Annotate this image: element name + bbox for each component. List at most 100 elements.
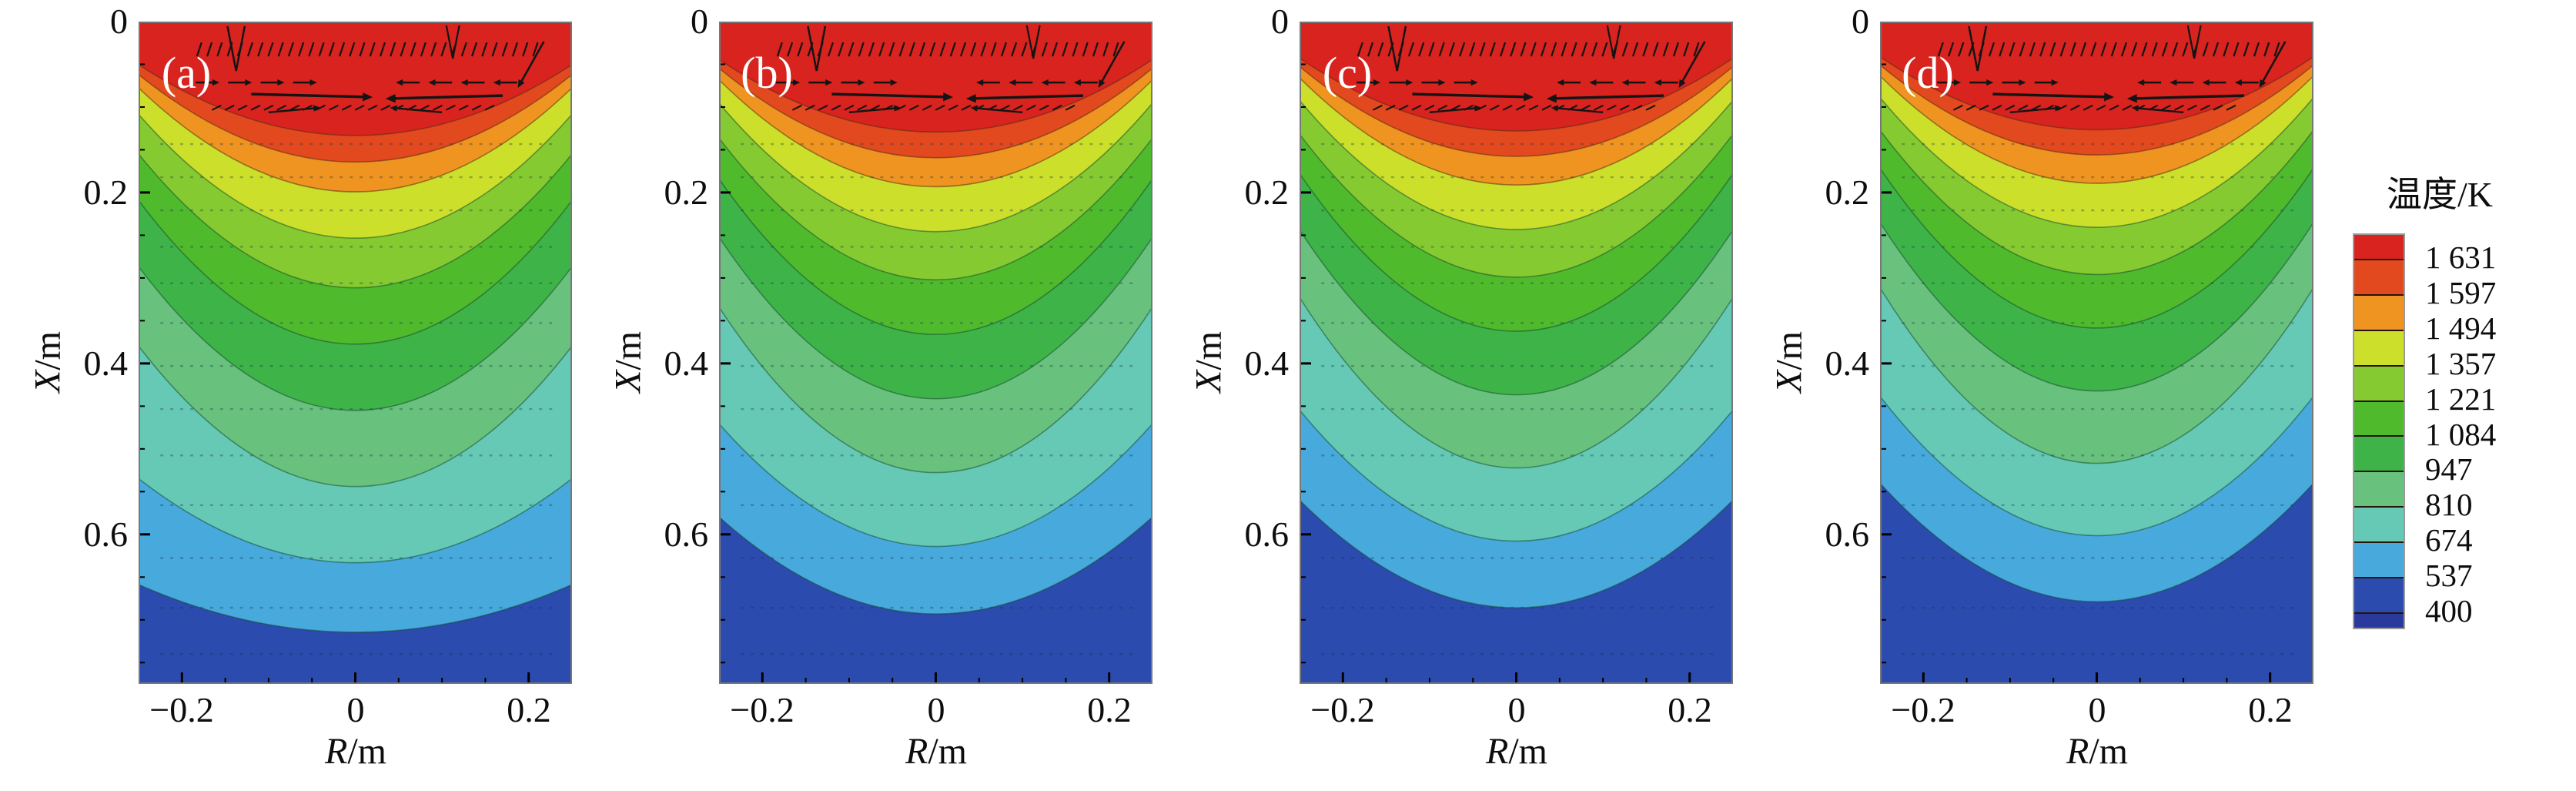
legend-value: 1 597 xyxy=(2425,274,2497,310)
velocity-tick xyxy=(2202,42,2209,57)
velocity-tick xyxy=(1367,42,1374,57)
x-tick-label: 0 xyxy=(346,690,365,729)
velocity-tick xyxy=(929,42,936,57)
x-tick-label: 0 xyxy=(1507,690,1526,729)
velocity-arrowhead xyxy=(2137,79,2145,86)
velocity-tick xyxy=(2141,42,2148,57)
velocity-dash xyxy=(263,104,274,111)
velocity-tick xyxy=(868,42,875,57)
velocity-arrow xyxy=(974,107,1023,113)
velocity-arrowhead xyxy=(2055,105,2062,112)
velocity-dash xyxy=(341,104,352,111)
velocity-dash xyxy=(1528,104,1539,111)
velocity-arrowhead xyxy=(1474,105,1482,112)
contour-plot: (b) xyxy=(719,22,1153,684)
velocity-arrow xyxy=(1412,92,1529,99)
contour-line xyxy=(1880,167,2313,329)
velocity-arrow xyxy=(393,107,443,113)
velocity-tick xyxy=(848,42,855,57)
x-axis-label: R/m xyxy=(905,731,967,772)
x-axis-variable: R xyxy=(905,731,928,772)
velocity-tick xyxy=(2080,42,2087,57)
velocity-dash xyxy=(1606,104,1617,111)
velocity-dash xyxy=(870,104,881,111)
velocity-tick xyxy=(2110,42,2117,57)
x-axis-label: R/m xyxy=(325,731,386,772)
colorbar-block xyxy=(2354,541,2404,578)
velocity-tick xyxy=(2019,42,2026,57)
contour-line xyxy=(1880,482,2313,603)
velocity-dash xyxy=(2096,104,2106,111)
x-tick-label: 0.2 xyxy=(2248,690,2293,729)
velocity-tick xyxy=(277,42,284,57)
velocity-dash xyxy=(1424,104,1435,111)
velocity-tick xyxy=(797,42,804,57)
velocity-arrowhead xyxy=(2170,79,2177,86)
contour-line xyxy=(1300,173,1733,332)
velocity-arrowhead xyxy=(277,79,285,86)
velocity-tick xyxy=(287,42,294,57)
panel-label: (d) xyxy=(1902,48,1954,98)
velocity-dash xyxy=(961,104,972,111)
velocity-tick xyxy=(339,42,346,57)
velocity-tick xyxy=(1438,42,1445,57)
panel-label: (a) xyxy=(162,48,211,98)
contour-line xyxy=(1880,129,2313,276)
velocity-arrowhead xyxy=(1406,79,1413,86)
contour-panel: (a) X/m 0 0.2 0.4 0.6 −0.2 0 0.2 R/m xyxy=(0,0,580,791)
velocity-tick xyxy=(1479,42,1486,57)
velocity-arrowhead xyxy=(943,92,954,102)
velocity-arrowhead xyxy=(1557,79,1564,86)
y-tick-label: 0 xyxy=(691,2,708,41)
velocity-dash xyxy=(1039,104,1049,111)
y-tick-label: 0.6 xyxy=(664,514,709,554)
velocity-tick xyxy=(2059,42,2066,57)
velocity-dash xyxy=(420,104,430,111)
contour-line xyxy=(139,584,572,633)
velocity-arrow xyxy=(2009,107,2059,113)
velocity-dash xyxy=(2005,104,2016,111)
velocity-dash xyxy=(380,104,391,111)
velocity-tick xyxy=(1072,42,1079,57)
x-axis-variable: R xyxy=(1486,731,1509,772)
x-tick-label: −0.2 xyxy=(149,690,214,729)
contour-panel: (c) X/m 0 0.2 0.4 0.6 −0.2 0 0.2 R/m xyxy=(1161,0,1741,791)
y-tick-label: 0.2 xyxy=(83,173,129,212)
velocity-arrowhead xyxy=(1438,79,1446,86)
velocity-tick xyxy=(2029,42,2036,57)
velocity-dash xyxy=(2083,104,2093,111)
contour-line xyxy=(719,178,1153,336)
velocity-tick xyxy=(1000,42,1007,57)
feed-spike-glyph xyxy=(226,25,246,72)
velocity-dash xyxy=(1437,104,1448,111)
velocity-tick xyxy=(1112,42,1119,57)
velocity-tick xyxy=(1621,42,1628,57)
velocity-arrow xyxy=(848,107,898,113)
velocity-arrowhead xyxy=(2104,92,2115,102)
contour-plot: (c) xyxy=(1300,22,1733,684)
velocity-tick xyxy=(196,42,202,57)
velocity-arrowhead xyxy=(965,94,976,103)
velocity-arrowhead xyxy=(1589,79,1597,86)
velocity-arrowhead xyxy=(1041,79,1049,86)
velocity-arrowhead xyxy=(245,79,253,86)
legend-value: 674 xyxy=(2425,522,2473,558)
x-tick-label: −0.2 xyxy=(730,690,795,729)
velocity-tick xyxy=(2263,42,2270,57)
x-tick-label: −0.2 xyxy=(1891,690,1955,729)
y-tick-label: 0 xyxy=(1852,2,1869,41)
colorbar-block xyxy=(2354,506,2404,542)
feed-spike-glyph xyxy=(1025,25,1041,59)
velocity-tick xyxy=(1428,42,1435,57)
y-tick-label: 0.6 xyxy=(1244,514,1290,554)
velocity-arrowhead xyxy=(858,79,865,86)
velocity-tick xyxy=(2009,42,2016,57)
velocity-tick xyxy=(1021,42,1028,57)
velocity-arrow xyxy=(1551,94,1664,100)
panel-label: (b) xyxy=(741,48,793,98)
feed-spike-glyph xyxy=(807,25,827,72)
velocity-tick xyxy=(491,42,498,57)
x-axis-label: R/m xyxy=(1486,731,1547,772)
velocity-tick xyxy=(919,42,926,57)
velocity-tick xyxy=(2151,42,2158,57)
